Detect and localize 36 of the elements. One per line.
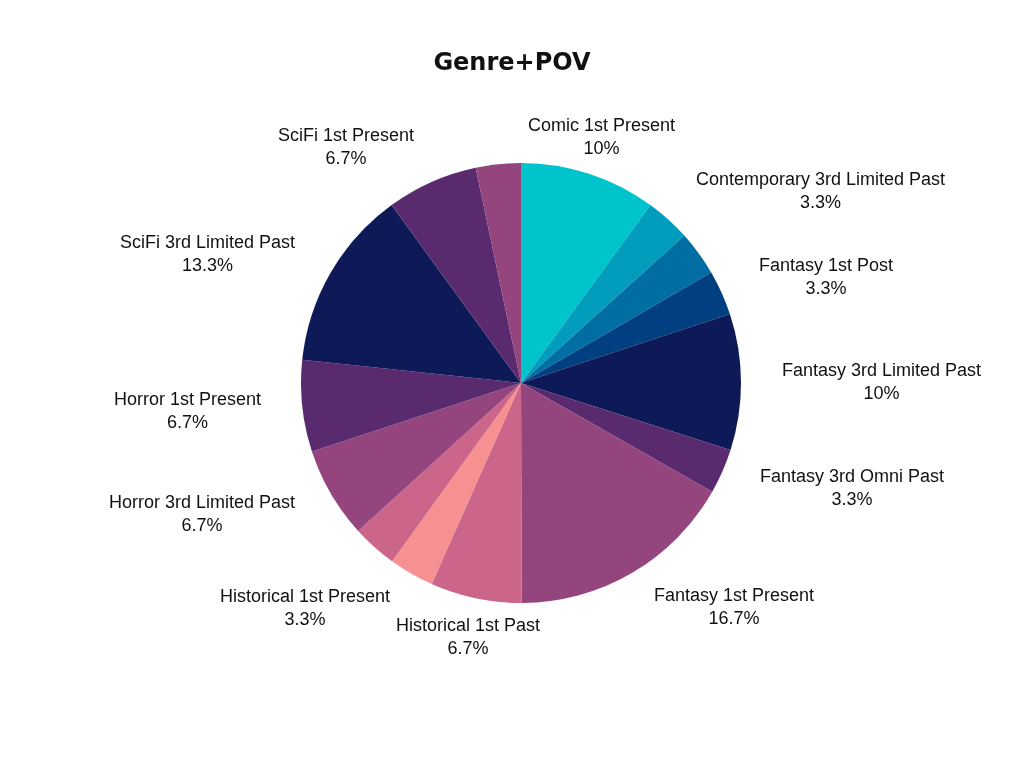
data-label: 3.3% [805,278,847,299]
chart-title: Genre+POV [433,48,592,77]
data-label: 6.7% [181,515,223,536]
data-label: 13.3% [182,255,234,276]
data-label: 10% [583,138,620,159]
data-label: 6.7% [325,148,367,169]
slice-label: Fantasy 1st Post [759,255,894,275]
pie-slice [302,205,521,383]
pie-slice [521,205,685,383]
pie-slice [521,163,651,383]
slice-label: Fantasy 3rd Limited Past [782,360,982,380]
pie-slice [301,359,521,452]
pie-slice [475,163,521,383]
data-label: 3.3% [284,609,326,630]
slice-label: Contemporary 3rd Limited Past [696,169,946,189]
pie-slice [521,272,730,383]
slice-label: Historical 1st Present [220,586,391,606]
pie-slice [521,313,741,451]
data-label: 16.7% [708,608,760,629]
data-label: 3.3% [800,192,842,213]
pie-slice [521,383,731,492]
pie-slice [521,235,712,383]
slice-label: SciFi 1st Present [278,125,415,145]
data-label: 10% [863,383,900,404]
pie-slice [391,167,521,383]
data-label: 6.7% [447,638,489,659]
slice-label: Horror 3rd Limited Past [109,492,296,512]
data-label: 6.7% [167,412,209,433]
slice-label: Comic 1st Present [528,115,676,135]
slice-label: Historical 1st Past [396,615,541,635]
slice-label: Fantasy 1st Present [654,585,815,605]
data-label: 3.3% [831,489,873,510]
pie-slice [392,383,521,585]
slice-label: Fantasy 3rd Omni Past [760,466,945,486]
slice-label: SciFi 3rd Limited Past [120,232,296,252]
slice-label: Horror 1st Present [114,389,262,409]
